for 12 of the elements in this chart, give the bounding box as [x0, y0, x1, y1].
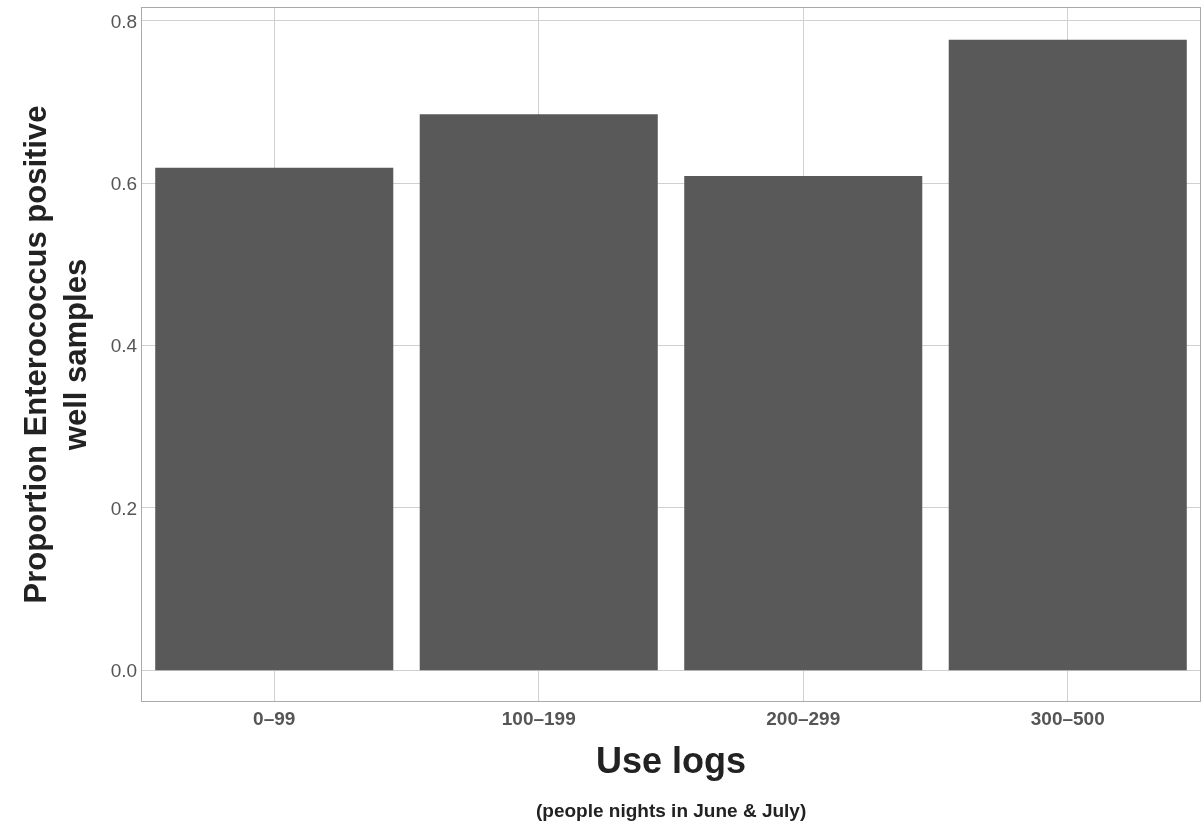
y-tick-label: 0.2 — [110, 497, 138, 519]
x-tick-label: 200–299 — [766, 707, 841, 729]
y-axis-title: Proportion Enterococcus positive well samples — [18, 105, 94, 604]
x-tick-label: 300–500 — [1030, 707, 1105, 729]
x-tick-label: 100–199 — [501, 707, 576, 729]
y-tick-label: 0.0 — [110, 659, 138, 681]
text: (people nights in June & July) — [536, 800, 807, 821]
x-axis-title: Use logs — [595, 740, 747, 782]
x-tick-label: 0–99 — [253, 707, 296, 729]
y-tick-label: 0.6 — [110, 172, 138, 194]
y-tick-label: 0.4 — [110, 335, 138, 357]
y-tick-label: 0.8 — [110, 10, 138, 32]
